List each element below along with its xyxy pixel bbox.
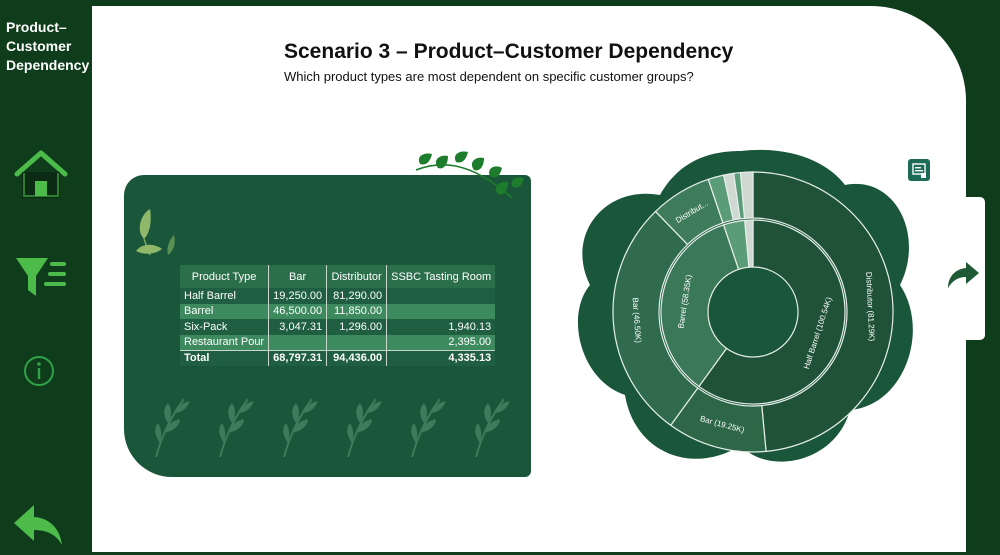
table-cell: Half Barrel [180,288,270,304]
column-header[interactable]: Product Type [180,265,270,288]
leaf-decoration-icon [415,151,524,199]
sunburst-outer-segment[interactable] [739,171,754,220]
total-cell: 94,436.00 [326,349,388,366]
sidebar-title-line: Customer [6,38,72,54]
total-cell: 4,335.13 [386,349,496,366]
info-icon[interactable] [22,354,56,388]
filter-icon[interactable] [14,256,68,300]
column-header[interactable]: SSBC Tasting Room [386,265,496,288]
report-icon[interactable] [908,159,930,181]
table-cell [326,334,388,350]
sidebar-title-line: Product– [6,19,67,35]
table-cell [386,303,496,319]
table-cell [268,334,328,350]
sunburst-inner-segment[interactable] [698,219,846,405]
wheat-pattern-icon [154,398,511,458]
home-icon[interactable] [14,150,68,200]
table-cell: Barrel [180,303,270,319]
table-row[interactable]: Six-Pack 3,047.31 1,296.00 1,940.13 [180,319,496,335]
sidebar-title-line: Dependency [6,57,90,73]
forward-arrow-icon[interactable] [946,260,980,290]
table-cell: 81,290.00 [326,288,388,304]
total-cell: 68,797.31 [268,349,328,366]
table-row[interactable]: Half Barrel 19,250.00 81,290.00 [180,288,496,304]
table-cell: 1,940.13 [386,319,496,335]
column-header[interactable]: Distributor [326,265,388,288]
total-cell: Total [180,349,270,366]
table-cell: Six-Pack [180,319,270,335]
sunburst-outer-label: Distributor (81.29K) [864,272,876,342]
column-header[interactable]: Bar [268,265,328,288]
leaf-decoration-icon [136,209,175,256]
sunburst-svg: Half Barrel (100.54K)Barrel (58.35K) Dist… [577,149,913,462]
table-cell: 1,296.00 [326,319,388,335]
table-cell: 2,395.00 [386,334,496,350]
sunburst-inner-segment[interactable] [660,224,740,388]
table-row[interactable]: Barrel 46,500.00 11,850.00 [180,303,496,319]
sunburst-outer-segment[interactable] [752,171,894,453]
sunburst-outer-label: Bar (46.50K) [631,297,643,343]
sidebar: Product– Customer Dependency [0,0,92,555]
table-cell: 19,250.00 [268,288,328,304]
sunburst-chart: Half Barrel (100.54K) Barrel (58.35K) Dist… [565,145,917,479]
table-row[interactable]: Restaurant Pour 2,395.00 [180,334,496,350]
page-title: Scenario 3 – Product–Customer Dependency [284,40,734,63]
sunburst-inner-segment[interactable] [744,219,754,268]
total-row: Total 68,797.31 94,436.00 4,335.13 [180,349,496,366]
back-arrow-icon[interactable] [12,503,64,547]
page-subtitle: Which product types are most dependent o… [284,69,694,84]
sidebar-title: Product– Customer Dependency [6,18,96,75]
table-cell: 11,850.00 [326,303,388,319]
table-cell [386,288,496,304]
table-cell: 46,500.00 [268,303,328,319]
product-customer-table: Product Type Bar Distributor SSBC Tastin… [180,265,496,366]
table-cell: 3,047.31 [268,319,328,335]
right-tab [938,197,985,340]
table-cell: Restaurant Pour [180,334,270,350]
